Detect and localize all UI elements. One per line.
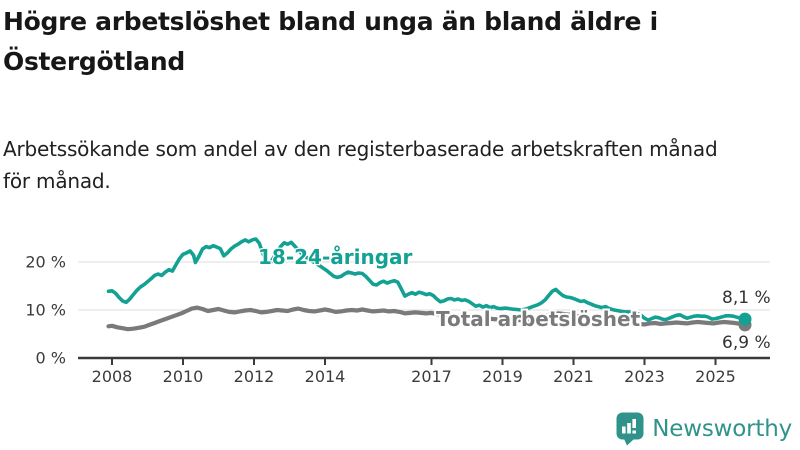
- x-axis-ticks: 2008 2010 2012 2014 2017 2019 2021 2023 2025: [92, 358, 736, 386]
- y-tick-label: 10 %: [25, 301, 66, 320]
- youth-end-dot: [738, 312, 752, 326]
- chart-title-line-2: Östergötland: [3, 47, 185, 76]
- chart-subtitle-line-2: för månad.: [3, 169, 111, 193]
- chart-title-line-1: Högre arbetslöshet bland unga än bland ä…: [3, 7, 658, 36]
- x-tick-label: 2023: [624, 367, 665, 386]
- total-series-label: Total arbetslöshet: [436, 307, 641, 331]
- x-tick-label: 2012: [234, 367, 275, 386]
- total-end-value-label: 6,9 %: [722, 333, 771, 353]
- total-unemployment-line: [106, 305, 748, 332]
- x-tick-label: 2014: [305, 367, 346, 386]
- y-tick-label: 0 %: [36, 349, 66, 368]
- chart-title: Högre arbetslöshet bland unga än bland ä…: [3, 2, 783, 82]
- newsworthy-logo-text: Newsworthy: [652, 416, 792, 442]
- x-tick-label: 2021: [553, 367, 594, 386]
- newsworthy-bubble-icon: [616, 412, 644, 446]
- x-tick-label: 2019: [482, 367, 523, 386]
- chart-subtitle: Arbetssökande som andel av den registerb…: [3, 133, 793, 197]
- gridlines: [78, 261, 770, 311]
- youth-unemployment-line: [106, 237, 747, 322]
- x-tick-label: 2017: [411, 367, 452, 386]
- newsworthy-logo[interactable]: Newsworthy: [616, 412, 792, 446]
- x-tick-label: 2008: [92, 367, 133, 386]
- y-tick-label: 20 %: [25, 253, 66, 272]
- x-tick-label: 2010: [163, 367, 204, 386]
- youth-end-value-label: 8,1 %: [722, 288, 771, 308]
- y-axis-labels: 0 % 10 % 20 %: [25, 253, 66, 368]
- youth-series-label: 18-24-åringar: [258, 245, 413, 269]
- x-tick-label: 2025: [695, 367, 736, 386]
- chart-subtitle-line-1: Arbetssökande som andel av den registerb…: [3, 137, 718, 161]
